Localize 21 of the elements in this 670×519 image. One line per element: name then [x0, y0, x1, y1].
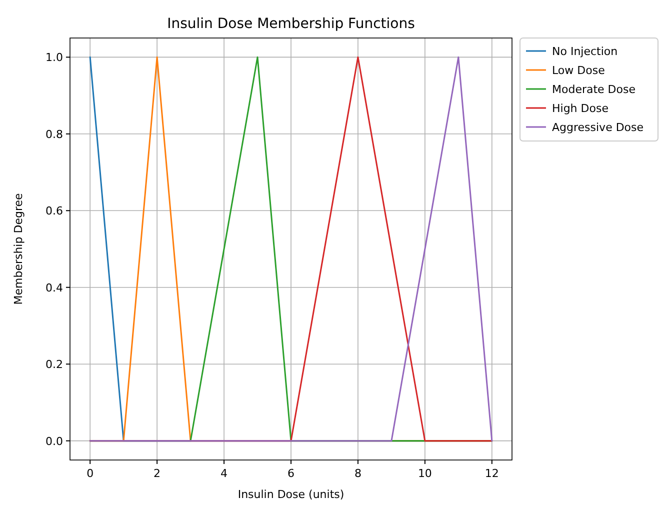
x-tick-label: 4 — [220, 467, 228, 480]
legend-label: Aggressive Dose — [552, 121, 644, 134]
legend-label: High Dose — [552, 102, 609, 115]
y-tick-label: 1.0 — [46, 51, 63, 64]
y-tick-label: 0.2 — [46, 358, 63, 372]
y-axis-title: Membership Degree — [12, 193, 25, 305]
x-tick-label: 6 — [288, 467, 294, 480]
y-tick-label: 0.6 — [46, 204, 63, 218]
x-tick-label: 12 — [484, 467, 499, 480]
x-tick-label: 10 — [418, 467, 432, 480]
legend-label: Moderate Dose — [552, 83, 636, 96]
legend-label: Low Dose — [552, 64, 606, 77]
x-tick-label: 8 — [354, 467, 362, 480]
legend-label: No Injection — [552, 45, 618, 58]
y-tick-label: 0.8 — [46, 128, 63, 141]
chart-title: Insulin Dose Membership Functions — [167, 16, 415, 32]
x-axis-title: Insulin Dose (units) — [238, 488, 344, 501]
x-tick-label: 0 — [86, 467, 94, 480]
x-tick-label: 2 — [154, 467, 161, 480]
y-tick-label: 0.0 — [46, 434, 63, 448]
y-tick-label: 0.4 — [46, 281, 63, 294]
